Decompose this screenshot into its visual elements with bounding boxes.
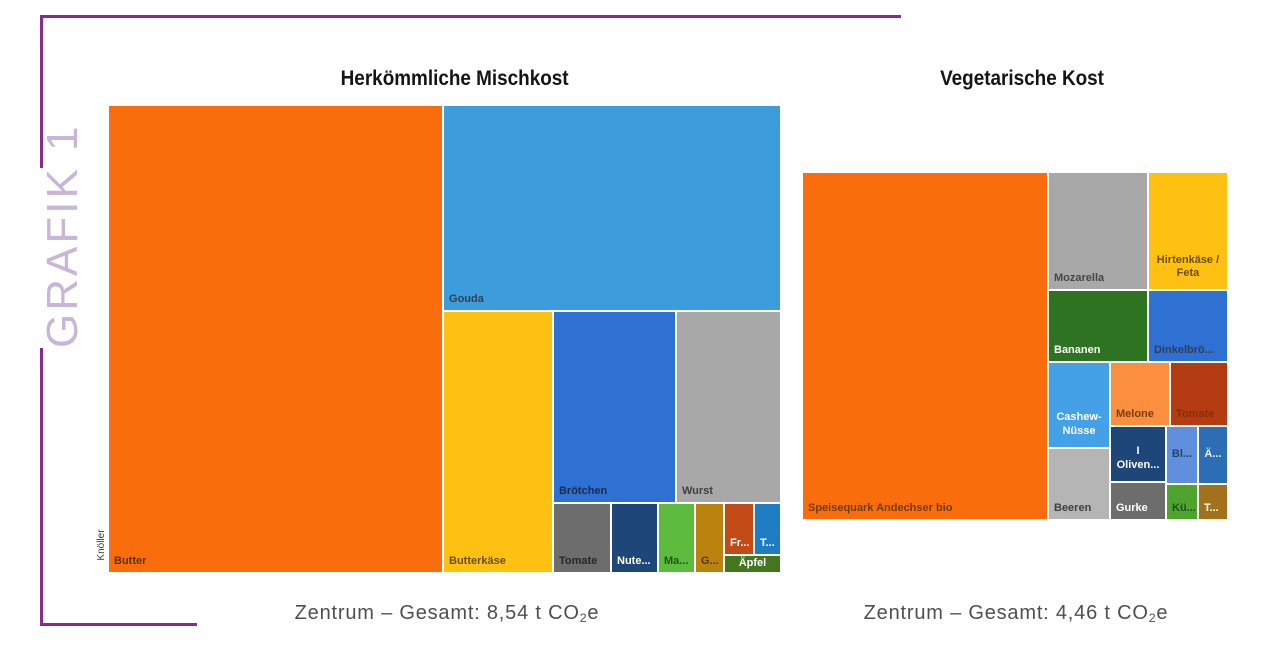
bracket-top-line	[40, 15, 901, 18]
treemap-tile: Bl...	[1166, 426, 1198, 484]
right-caption-prefix: Zentrum – Gesamt: 4,46 t CO	[863, 602, 1149, 624]
tile-label: Bananen	[1054, 344, 1101, 357]
treemap-tile: Äpfel	[723, 555, 781, 573]
treemap-tile: Mozarella	[1048, 172, 1148, 290]
tile-label: I Oliven...	[1116, 445, 1160, 472]
treemap-tile: Beeren	[1048, 447, 1110, 520]
tile-label: Cashew- Nüsse	[1056, 411, 1102, 438]
tile-label: Hirtenkäse / Feta	[1156, 253, 1220, 280]
treemap-tile: Brötchen	[552, 311, 676, 504]
treemap-tile: Cashew- Nüsse	[1048, 362, 1110, 448]
tile-label: Mozarella	[1054, 272, 1105, 285]
tile-label: Fr...	[729, 537, 750, 550]
tile-label: Tomate	[558, 555, 598, 568]
tile-label: T...	[1204, 502, 1219, 515]
left-caption-suffix: e	[587, 602, 600, 624]
right-total-caption: Zentrum – Gesamt: 4,46 t CO2e	[766, 602, 1266, 625]
tile-label: Äpfel	[738, 557, 767, 570]
treemap-tile: Speisequark Andechser bio	[802, 172, 1048, 520]
tile-label: Wurst	[682, 485, 713, 498]
author-credit: Knöller	[96, 529, 107, 561]
bracket-left-line-lower	[40, 348, 43, 626]
tile-label: Gouda	[449, 293, 484, 306]
treemap-tile: Melone	[1109, 362, 1170, 426]
treemap-vegetarische-kost: Speisequark Andechser bio Mozarella Hirten…	[802, 172, 1228, 520]
treemap-tile: Butterkäse	[443, 311, 553, 573]
left-total-caption: Zentrum – Gesamt: 8,54 t CO2e	[197, 602, 697, 625]
tile-label: Tomate	[1175, 408, 1215, 421]
tile-label: Bl...	[1171, 448, 1193, 461]
treemap-tile: I Oliven...	[1109, 426, 1166, 482]
treemap-tile: Tomate	[552, 503, 611, 573]
treemap-tile: T...	[1198, 484, 1228, 520]
right-caption-suffix: e	[1156, 602, 1169, 624]
tile-label: Speisequark Andechser bio	[808, 502, 953, 515]
treemap-tile: T...	[754, 503, 781, 556]
tile-label: Butter	[114, 555, 147, 568]
left-caption-subscript: 2	[579, 611, 588, 626]
treemap-tile: Hirtenkäse / Feta	[1147, 172, 1228, 290]
right-chart-title-text: Vegetarische Kost	[940, 67, 1104, 91]
treemap-tile: Kü...	[1166, 484, 1198, 520]
bracket-bottom-line	[40, 623, 197, 626]
bracket-left-line-upper	[40, 15, 43, 168]
left-chart-title-text: Herkömmliche Mischkost	[341, 67, 569, 91]
treemap-tile: Wurst	[676, 311, 781, 504]
treemap-tile: Fr...	[723, 503, 754, 556]
tile-label: Butterkäse	[449, 555, 506, 568]
treemap-tile: Gouda	[443, 105, 781, 311]
tile-label: Melone	[1115, 408, 1154, 421]
tile-label: G...	[700, 555, 719, 568]
treemap-tile: Tomate	[1169, 362, 1228, 426]
tile-label: Dinkelbrö...	[1153, 344, 1214, 357]
treemap-tile: Ä...	[1198, 426, 1228, 484]
treemap-tile: G...	[694, 503, 724, 573]
treemap-tile: Butter	[108, 105, 444, 573]
tile-label: Ma...	[663, 555, 689, 568]
left-chart-title: Herkömmliche Mischkost	[205, 67, 705, 91]
treemap-tile: Dinkelbrö...	[1147, 290, 1228, 362]
treemap-tile: Ma...	[657, 503, 695, 573]
figure-label: GRAFIK 1	[38, 123, 87, 349]
treemap-herkoemmliche-mischkost: Butter Gouda Butterkäse Brötchen Wurst Tomate…	[108, 105, 781, 573]
right-chart-title: Vegetarische Kost	[772, 67, 1272, 91]
tile-label: Brötchen	[558, 485, 608, 498]
tile-label: Ä...	[1204, 448, 1222, 461]
right-caption-subscript: 2	[1148, 611, 1157, 626]
left-caption-prefix: Zentrum – Gesamt: 8,54 t CO	[294, 602, 580, 624]
treemap-tile: Bananen	[1048, 290, 1148, 362]
tile-label: Nute...	[617, 555, 651, 568]
treemap-tile: Gurke	[1109, 481, 1166, 520]
tile-label: Gurke	[1115, 502, 1148, 515]
tile-label: T...	[760, 537, 775, 550]
tile-label: Beeren	[1054, 502, 1092, 515]
tile-label: Kü...	[1172, 502, 1196, 515]
treemap-tile: Nute...	[611, 503, 658, 573]
